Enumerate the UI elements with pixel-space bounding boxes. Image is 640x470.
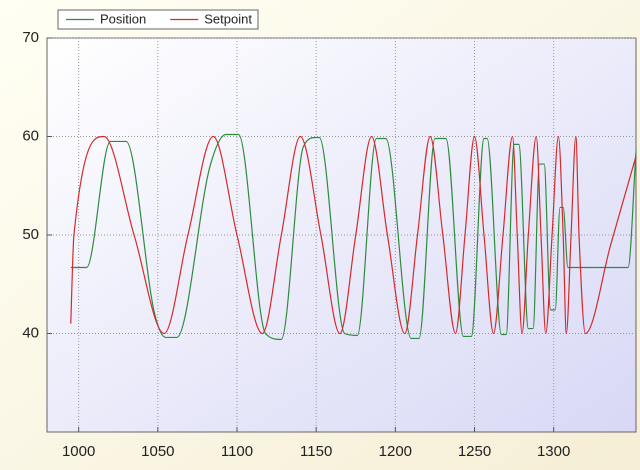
legend: Position Setpoint bbox=[57, 9, 259, 30]
legend-box bbox=[57, 9, 259, 30]
series-line bbox=[70, 135, 637, 335]
x-tick-label: 1000 bbox=[62, 443, 95, 460]
y-tick-label: 40 bbox=[22, 324, 39, 341]
y-tick-label: 70 bbox=[22, 29, 39, 46]
x-tick-label: 1200 bbox=[379, 443, 412, 460]
x-tick-label: 1050 bbox=[141, 443, 174, 460]
y-tick-label: 60 bbox=[22, 127, 39, 144]
y-tick-label: 50 bbox=[22, 226, 39, 243]
x-tick-label: 1300 bbox=[537, 443, 570, 460]
x-tick-label: 1150 bbox=[300, 443, 332, 460]
legend-label: Setpoint bbox=[204, 11, 252, 26]
x-tick-label: 1250 bbox=[458, 443, 491, 460]
x-tick-label: 1100 bbox=[221, 443, 253, 460]
legend-label: Position bbox=[100, 11, 146, 26]
series-line bbox=[70, 133, 637, 341]
